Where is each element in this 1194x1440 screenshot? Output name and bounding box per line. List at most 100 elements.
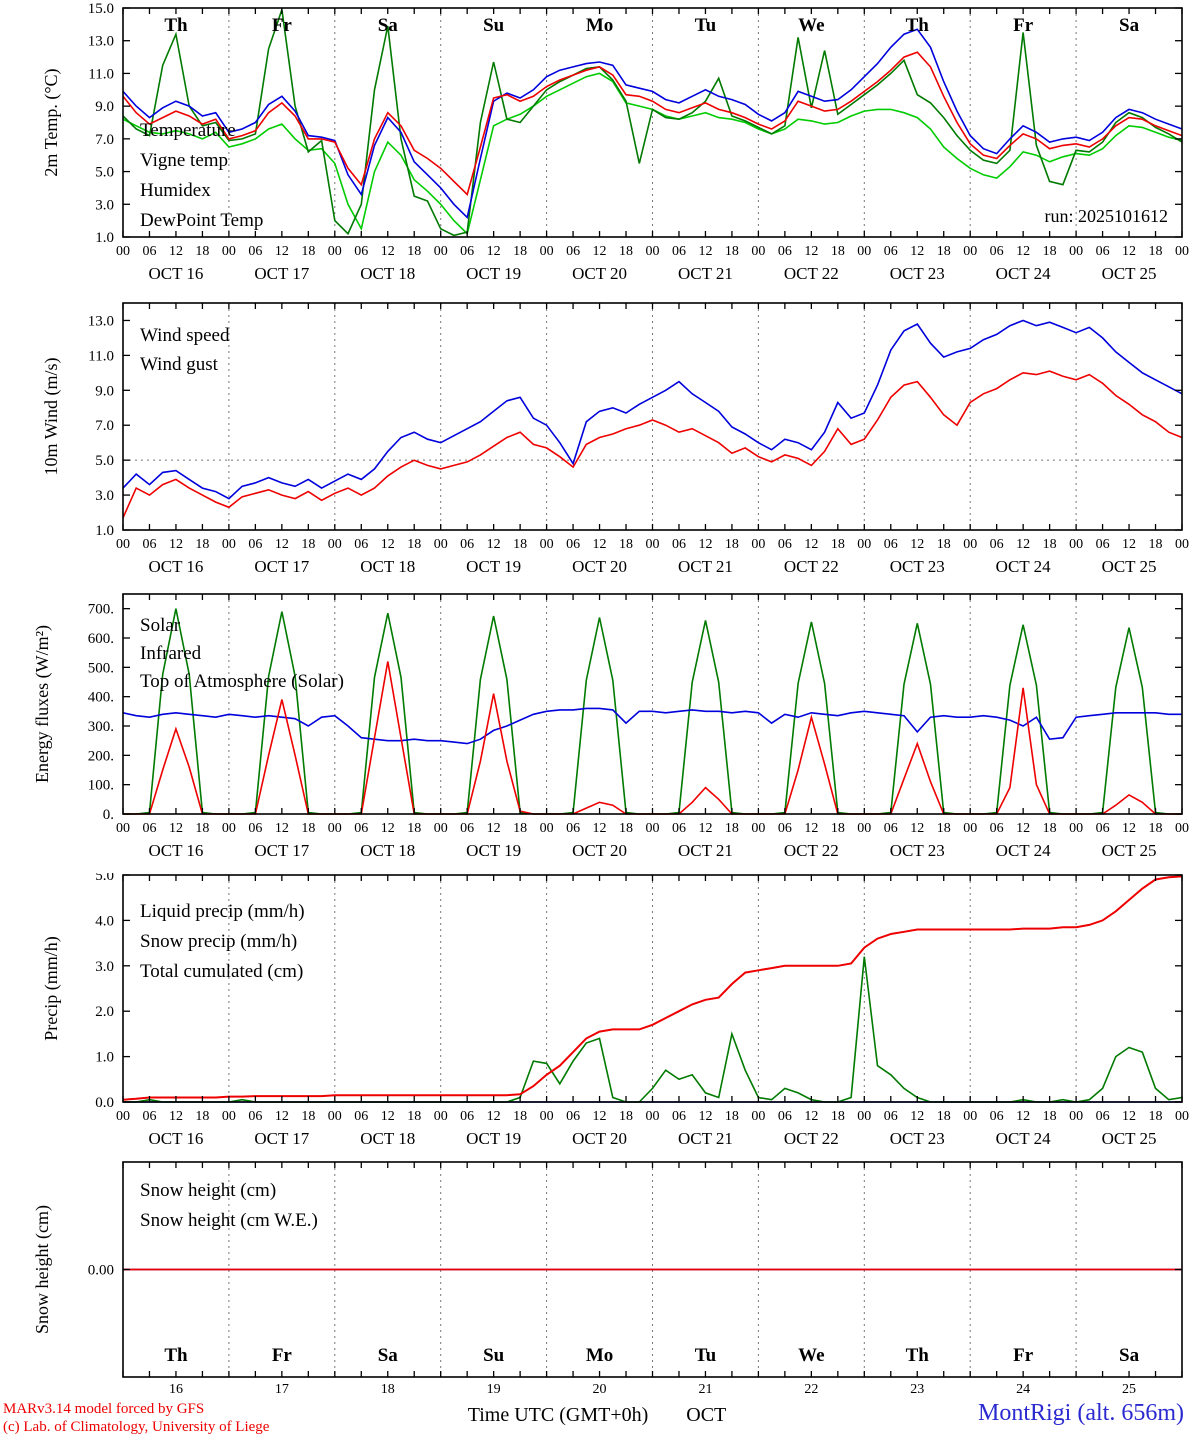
series-total-cumulated xyxy=(122,875,1183,1101)
hour-tick-label: 18 xyxy=(831,537,845,552)
hour-tick-label: 12 xyxy=(698,244,712,259)
hour-tick-label: 12 xyxy=(804,1109,818,1124)
hour-tick-label: 00 xyxy=(646,821,660,836)
hour-tick-label: 18 xyxy=(619,244,633,259)
date-label: OCT 21 xyxy=(678,841,733,860)
hour-tick-label: 18 xyxy=(195,244,209,259)
hour-tick-label: 06 xyxy=(142,537,156,552)
hour-tick-label: 00 xyxy=(540,1109,554,1124)
date-label: OCT 19 xyxy=(466,841,521,860)
month-label: OCT xyxy=(686,1404,727,1426)
day-name-label: Th xyxy=(164,15,188,36)
date-label: OCT 23 xyxy=(890,1129,945,1148)
hour-tick-label: 12 xyxy=(1122,537,1136,552)
day-number-label: 21 xyxy=(698,1382,712,1397)
hour-tick-label: 00 xyxy=(1175,821,1189,836)
hour-tick-label: 00 xyxy=(646,537,660,552)
hour-tick-label: 18 xyxy=(301,1109,315,1124)
hour-tick-label: 18 xyxy=(195,537,209,552)
footer: MARv3.14 model forced by GFS (c) Lab. of… xyxy=(0,1398,1194,1440)
day-number-label: 25 xyxy=(1122,1382,1136,1397)
hour-tick-label: 18 xyxy=(937,1109,951,1124)
hour-tick-label: 00 xyxy=(857,821,871,836)
hour-tick-label: 12 xyxy=(487,244,501,259)
hour-tick-label: 12 xyxy=(804,821,818,836)
hour-tick-label: 12 xyxy=(910,244,924,259)
hour-tick-label: 18 xyxy=(1149,821,1163,836)
day-number-label: 20 xyxy=(593,1382,607,1397)
hour-tick-label: 06 xyxy=(672,821,686,836)
day-name-label: Fr xyxy=(1013,15,1034,36)
hour-tick-label: 12 xyxy=(910,821,924,836)
date-label: OCT 24 xyxy=(996,1129,1051,1148)
y-tick-label: 600. xyxy=(88,631,114,647)
hour-tick-label: 06 xyxy=(248,1109,262,1124)
hour-tick-label: 00 xyxy=(857,537,871,552)
hour-tick-label: 12 xyxy=(487,537,501,552)
credit-line-2: (c) Lab. of Climatology, University of L… xyxy=(3,1419,270,1435)
hour-tick-label: 00 xyxy=(646,1109,660,1124)
date-label: OCT 17 xyxy=(254,1129,309,1148)
y-tick-label: 5.0 xyxy=(95,453,114,469)
hour-tick-label: 06 xyxy=(142,1109,156,1124)
date-label: OCT 24 xyxy=(996,557,1051,576)
date-label: OCT 18 xyxy=(360,1129,415,1148)
hour-tick-label: 18 xyxy=(1149,1109,1163,1124)
y-tick-label: 400. xyxy=(88,690,114,706)
day-name-label: Tu xyxy=(695,1345,717,1366)
date-label: OCT 19 xyxy=(466,1129,521,1148)
hour-tick-label: 12 xyxy=(169,1109,183,1124)
hour-tick-label: 18 xyxy=(513,537,527,552)
hour-tick-label: 12 xyxy=(910,1109,924,1124)
date-label: OCT 22 xyxy=(784,841,839,860)
day-name-label: Sa xyxy=(378,1345,399,1366)
y-tick-label: 0. xyxy=(103,807,114,823)
y-axis-label: Energy fluxes (W/m²) xyxy=(32,625,53,783)
hour-tick-label: 00 xyxy=(540,821,554,836)
hour-tick-label: 06 xyxy=(566,1109,580,1124)
panel-snow-height: 0.00 Th Fr Sa Su Mo Tu We Th Fr Sa 16 17 18 19 20 21 22 23… xyxy=(32,1161,1183,1397)
y-axis-label: 2m Temp. (°C) xyxy=(41,68,62,176)
day-name-label: Th xyxy=(906,1345,930,1366)
y-tick-label: 15.0 xyxy=(88,1,114,17)
hour-tick-label: 18 xyxy=(725,821,739,836)
hour-tick-label: 06 xyxy=(1096,537,1110,552)
date-label: OCT 18 xyxy=(360,841,415,860)
hour-tick-label: 06 xyxy=(672,1109,686,1124)
date-label: OCT 16 xyxy=(148,557,203,576)
y-axis-label: Precip (mm/h) xyxy=(41,936,62,1040)
legend-item: Snow height (cm W.E.) xyxy=(140,1210,318,1231)
hour-tick-label: 12 xyxy=(1016,1109,1030,1124)
legend-item: Infrared xyxy=(140,643,202,664)
y-tick-label: 3.0 xyxy=(95,197,114,213)
hour-tick-label: 00 xyxy=(857,1109,871,1124)
date-label: OCT 21 xyxy=(678,264,733,283)
panel-wind: 1.0 3.0 5.0 7.0 9.0 11.0 13.0 00 06 12 18 00 06 12 18 0… xyxy=(41,302,1189,576)
hour-tick-label: 06 xyxy=(778,821,792,836)
hour-tick-label: 18 xyxy=(513,1109,527,1124)
date-label: OCT 25 xyxy=(1102,1129,1157,1148)
hour-tick-label: 00 xyxy=(857,244,871,259)
date-label: OCT 25 xyxy=(1102,841,1157,860)
hour-tick-label: 18 xyxy=(195,1109,209,1124)
day-name-label: Fr xyxy=(272,15,293,36)
date-label: OCT 23 xyxy=(890,264,945,283)
hour-tick-label: 12 xyxy=(804,537,818,552)
hour-tick-label: 06 xyxy=(354,244,368,259)
hour-tick-label: 00 xyxy=(540,244,554,259)
y-tick-label: 0.0 xyxy=(95,1095,114,1111)
hour-tick-label: 12 xyxy=(275,244,289,259)
hour-tick-label: 06 xyxy=(884,1109,898,1124)
hour-tick-label: 18 xyxy=(407,1109,421,1124)
hour-tick-label: 18 xyxy=(301,244,315,259)
hour-tick-label: 18 xyxy=(513,821,527,836)
hour-tick-label: 18 xyxy=(1043,1109,1057,1124)
hour-tick-label: 12 xyxy=(1122,244,1136,259)
day-name-label: Mo xyxy=(586,15,613,36)
legend-item: Total cumulated (cm) xyxy=(140,961,303,982)
series-humidex xyxy=(122,28,1183,219)
legend-item: Liquid precip (mm/h) xyxy=(140,901,305,922)
day-number-label: 16 xyxy=(169,1382,183,1397)
hour-tick-label: 06 xyxy=(354,821,368,836)
hour-tick-label: 18 xyxy=(1149,244,1163,259)
